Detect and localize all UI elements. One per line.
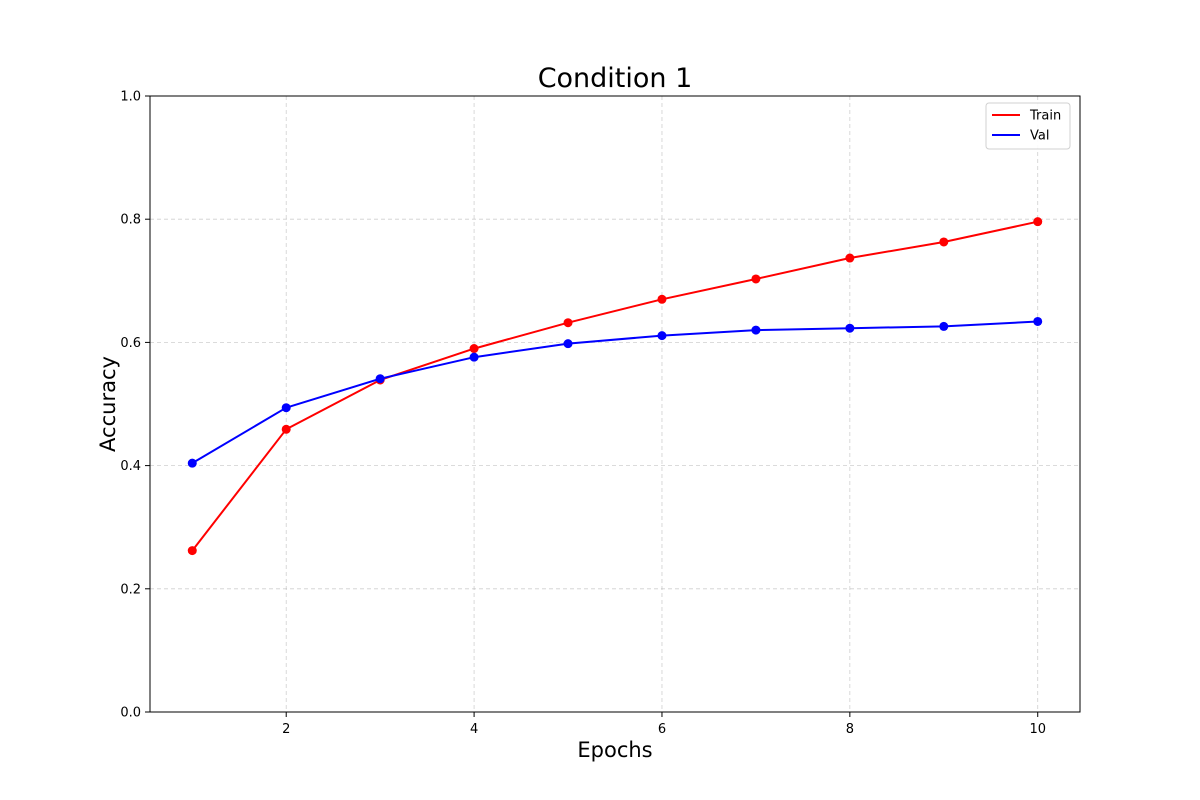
plot-frame xyxy=(149,95,1081,713)
data-point-train xyxy=(939,237,949,247)
data-point-val xyxy=(563,339,573,349)
data-point-val xyxy=(281,403,291,413)
data-point-val xyxy=(1033,316,1043,326)
y-tick-label: 0.8 xyxy=(120,213,141,228)
y-tick-label: 0.2 xyxy=(120,582,141,597)
series-val xyxy=(187,316,1043,468)
series-train xyxy=(187,217,1043,556)
y-tick-label: 0.6 xyxy=(120,336,141,351)
data-point-train xyxy=(751,274,761,284)
x-tick-label: 6 xyxy=(658,722,666,737)
x-tick-label: 2 xyxy=(282,722,290,737)
data-point-val xyxy=(751,325,761,335)
data-point-train xyxy=(469,344,479,354)
x-tick-label: 10 xyxy=(1029,722,1046,737)
chart-title: Condition 1 xyxy=(538,63,693,94)
data-point-val xyxy=(939,321,949,331)
data-point-val xyxy=(375,374,385,384)
y-tick-label: 0.0 xyxy=(120,706,141,721)
x-axis-title: Epochs xyxy=(577,738,652,762)
data-point-val xyxy=(187,458,197,468)
legend-label-val: Val xyxy=(1030,129,1049,144)
data-point-train xyxy=(281,424,291,434)
data-point-train xyxy=(187,546,197,556)
data-point-val xyxy=(845,323,855,333)
legend-label-train: Train xyxy=(1029,109,1061,124)
y-axis-title: Accuracy xyxy=(96,356,120,452)
x-tick-label: 8 xyxy=(846,722,854,737)
axis-ticks: 2 4 6 8 10 0.0 0.2 0.4 0.6 0.8 1.0 xyxy=(120,90,1046,738)
x-tick-label: 4 xyxy=(470,722,478,737)
data-point-val xyxy=(469,352,479,362)
y-tick-label: 0.4 xyxy=(120,459,141,474)
legend: Train Val xyxy=(985,102,1071,150)
series-line-val xyxy=(191,320,1038,464)
data-point-val xyxy=(657,331,667,341)
data-point-train xyxy=(1033,217,1043,227)
data-point-train xyxy=(657,294,667,304)
data-point-train xyxy=(845,253,855,263)
series-layer xyxy=(187,217,1043,556)
data-point-train xyxy=(563,318,573,328)
y-tick-label: 1.0 xyxy=(120,90,141,105)
series-line-train xyxy=(191,220,1038,552)
